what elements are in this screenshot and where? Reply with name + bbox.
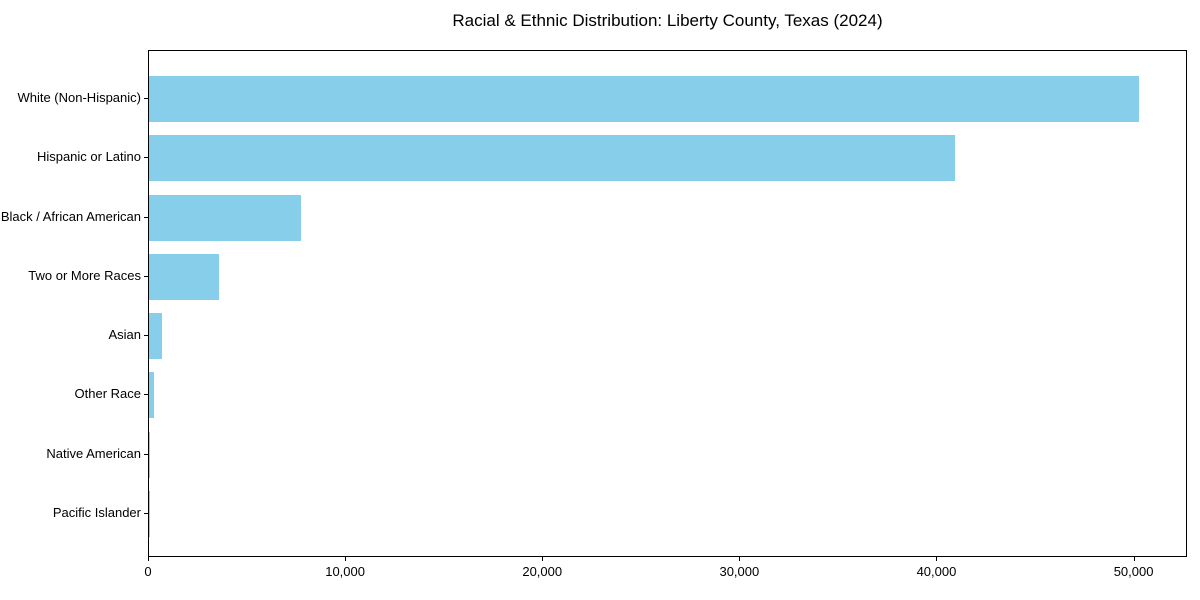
y-tick-mark [144, 216, 148, 218]
y-tick-mark [144, 453, 148, 455]
x-tick-mark [1133, 557, 1135, 561]
y-axis-category-label: Pacific Islander [52, 505, 141, 521]
x-axis-tick-label: 10,000 [325, 564, 365, 579]
y-tick-mark [144, 98, 148, 99]
y-axis-category-label: Hispanic or Latino [36, 149, 141, 165]
bar [149, 135, 956, 182]
x-axis-tick-label: 20,000 [522, 564, 563, 579]
x-tick-mark [345, 557, 347, 561]
y-axis-category-label: Native American [46, 445, 141, 461]
bar [149, 194, 301, 241]
y-axis-category-label: Black / African American [0, 208, 141, 224]
x-tick-mark [542, 557, 544, 561]
x-tick-mark [739, 557, 741, 561]
bar [149, 313, 162, 360]
x-axis-tick-label: 30,000 [719, 564, 760, 579]
x-tick-mark [148, 557, 149, 561]
x-axis-tick-label: 40,000 [916, 564, 957, 579]
bar [149, 76, 1139, 122]
bar [149, 431, 151, 478]
y-tick-mark [144, 394, 148, 396]
x-tick-mark [936, 557, 938, 561]
y-tick-mark [144, 275, 148, 277]
y-tick-mark [144, 335, 148, 337]
y-axis-category-label: Asian [108, 327, 141, 343]
y-tick-mark [144, 157, 148, 159]
y-tick-mark [144, 513, 148, 515]
x-axis-tick-label: 50,000 [1113, 564, 1154, 579]
x-axis-tick-label: 0 [144, 564, 152, 579]
chart-title: Racial & Ethnic Distribution: Liberty Co… [452, 11, 883, 30]
y-axis-category-label: Other Race [74, 386, 141, 402]
y-axis-category-label: Two or More Races [28, 267, 141, 283]
bar [149, 372, 155, 419]
plot-area [148, 50, 1187, 557]
y-axis-category-label: White (Non-Hispanic) [17, 90, 141, 105]
bar [149, 253, 220, 300]
